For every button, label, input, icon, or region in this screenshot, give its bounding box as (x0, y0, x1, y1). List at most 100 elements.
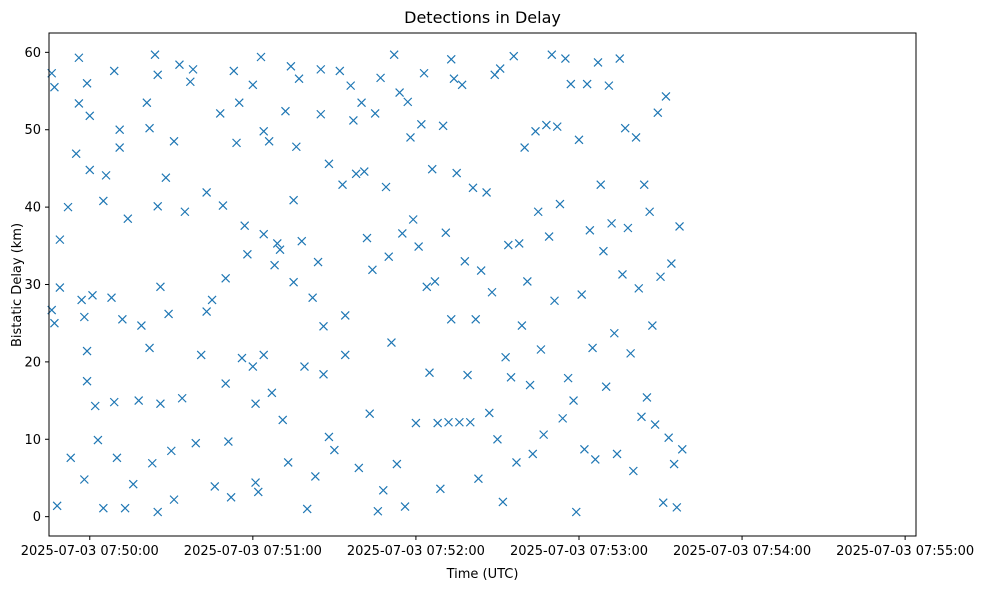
data-point (259, 350, 269, 360)
data-point (471, 314, 481, 324)
data-point (677, 444, 687, 454)
plot-area (49, 33, 916, 536)
data-point (650, 420, 660, 429)
data-point (634, 283, 644, 293)
data-point (338, 180, 347, 190)
data-point (468, 183, 478, 193)
data-point (599, 246, 608, 256)
y-tick-label: 40 (24, 201, 41, 216)
data-point (476, 266, 486, 275)
data-point (376, 73, 386, 83)
data-point (264, 136, 274, 146)
data-point (319, 369, 328, 379)
data-point (52, 501, 62, 511)
y-tick-label: 20 (24, 355, 41, 370)
data-point (582, 79, 592, 89)
data-point (607, 218, 617, 228)
plot-frame (48, 32, 917, 537)
data-point (555, 199, 565, 209)
data-point (156, 399, 165, 409)
data-point (50, 318, 59, 328)
data-point (147, 458, 157, 468)
data-point (541, 120, 551, 130)
data-point (392, 459, 402, 469)
data-point (362, 233, 372, 243)
data-point (354, 463, 364, 473)
data-point (150, 50, 160, 60)
data-point (79, 475, 89, 484)
data-point (452, 168, 462, 178)
data-point (117, 314, 127, 324)
x-tick-label: 2025-07-03 07:54:00 (673, 544, 811, 559)
data-point (579, 444, 589, 454)
data-point (275, 245, 285, 255)
data-point (601, 382, 611, 392)
data-point (520, 143, 530, 152)
data-point (427, 164, 437, 174)
data-point (539, 430, 549, 440)
data-point (406, 133, 415, 142)
data-point (164, 309, 174, 319)
data-point (574, 135, 584, 145)
data-point (302, 504, 312, 514)
data-point (316, 109, 326, 119)
x-axis: 2025-07-03 07:50:00 2025-07-03 07:51:00 20… (21, 536, 974, 559)
data-point (145, 123, 154, 133)
data-point (669, 459, 679, 469)
data-point (340, 311, 350, 320)
data-point (281, 106, 290, 116)
data-point (639, 180, 649, 190)
data-point (136, 321, 146, 330)
data-point (577, 290, 587, 299)
data-point (487, 287, 497, 297)
data-point (365, 409, 375, 419)
data-point (473, 474, 483, 484)
data-point (272, 239, 282, 248)
data-point (82, 78, 92, 88)
data-point (444, 417, 453, 427)
chart-title: Detections in Delay (404, 8, 561, 27)
data-point (316, 64, 326, 74)
data-point (180, 207, 190, 217)
data-point (234, 98, 244, 108)
data-point (552, 122, 562, 132)
data-point (55, 283, 65, 293)
data-point (446, 314, 456, 324)
data-point (351, 169, 361, 179)
y-tick-label: 50 (24, 123, 41, 138)
data-point (112, 453, 122, 463)
data-point (416, 119, 426, 129)
data-point (215, 109, 225, 118)
data-point (169, 495, 179, 505)
data-point (74, 53, 84, 63)
data-point (656, 272, 665, 282)
data-point (517, 321, 527, 330)
data-point (550, 296, 559, 306)
data-point (74, 98, 84, 108)
data-point (503, 240, 513, 250)
data-point (90, 401, 100, 411)
data-point (259, 126, 269, 136)
data-point (506, 372, 516, 382)
y-axis-title: Bistatic Delay (km) (10, 223, 25, 347)
data-point (278, 415, 288, 425)
data-point (387, 338, 396, 347)
data-point (623, 223, 633, 233)
data-point (134, 396, 144, 406)
data-point (313, 257, 323, 267)
data-point (620, 123, 630, 133)
data-point (604, 81, 614, 91)
data-point (400, 502, 410, 512)
data-point (569, 396, 578, 406)
data-point (156, 282, 165, 292)
data-point (202, 307, 212, 317)
data-point (251, 478, 260, 488)
y-tick-label: 60 (24, 46, 41, 61)
data-point (153, 507, 163, 517)
data-point (77, 295, 87, 305)
data-point (628, 466, 638, 476)
y-axis: 0 10 20 30 40 50 60 (24, 46, 49, 525)
data-point (419, 68, 429, 78)
data-point (82, 346, 92, 356)
data-point (256, 52, 266, 62)
